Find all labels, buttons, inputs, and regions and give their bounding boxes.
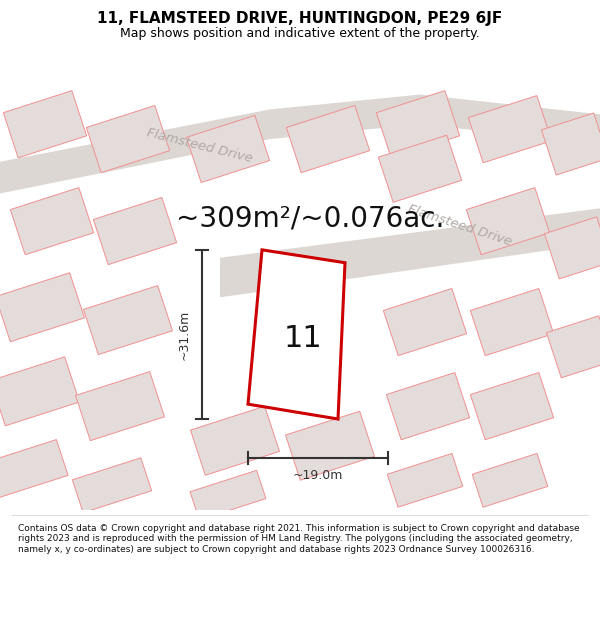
Polygon shape	[387, 454, 463, 507]
Polygon shape	[286, 106, 370, 172]
Polygon shape	[76, 372, 164, 441]
Text: Contains OS data © Crown copyright and database right 2021. This information is : Contains OS data © Crown copyright and d…	[18, 524, 580, 554]
Polygon shape	[190, 406, 280, 475]
Text: Flamsteed Drive: Flamsteed Drive	[146, 126, 254, 166]
Polygon shape	[73, 458, 152, 512]
Polygon shape	[86, 106, 170, 172]
Polygon shape	[0, 357, 80, 426]
Polygon shape	[541, 113, 600, 175]
Text: ~19.0m: ~19.0m	[293, 469, 343, 482]
Polygon shape	[0, 439, 68, 498]
Polygon shape	[190, 471, 266, 520]
Polygon shape	[386, 372, 470, 440]
Polygon shape	[469, 96, 551, 162]
Polygon shape	[547, 316, 600, 378]
Polygon shape	[94, 198, 176, 264]
Polygon shape	[470, 289, 554, 356]
Polygon shape	[4, 91, 86, 158]
Polygon shape	[470, 372, 554, 440]
Polygon shape	[383, 289, 467, 356]
Polygon shape	[220, 208, 600, 298]
Polygon shape	[10, 188, 94, 255]
Polygon shape	[544, 217, 600, 279]
Polygon shape	[286, 411, 374, 480]
Polygon shape	[0, 94, 600, 194]
Polygon shape	[0, 272, 85, 342]
Text: ~309m²/~0.076ac.: ~309m²/~0.076ac.	[176, 204, 444, 232]
Polygon shape	[379, 135, 461, 202]
Polygon shape	[187, 116, 269, 182]
Polygon shape	[248, 250, 345, 419]
Text: Flamsteed Drive: Flamsteed Drive	[406, 202, 514, 248]
Polygon shape	[376, 91, 460, 158]
Text: 11: 11	[284, 324, 323, 353]
Text: 11, FLAMSTEED DRIVE, HUNTINGDON, PE29 6JF: 11, FLAMSTEED DRIVE, HUNTINGDON, PE29 6J…	[97, 11, 503, 26]
Polygon shape	[466, 188, 550, 255]
Polygon shape	[472, 454, 548, 507]
Text: ~31.6m: ~31.6m	[178, 309, 191, 359]
Polygon shape	[83, 286, 173, 354]
Text: Map shows position and indicative extent of the property.: Map shows position and indicative extent…	[120, 27, 480, 39]
